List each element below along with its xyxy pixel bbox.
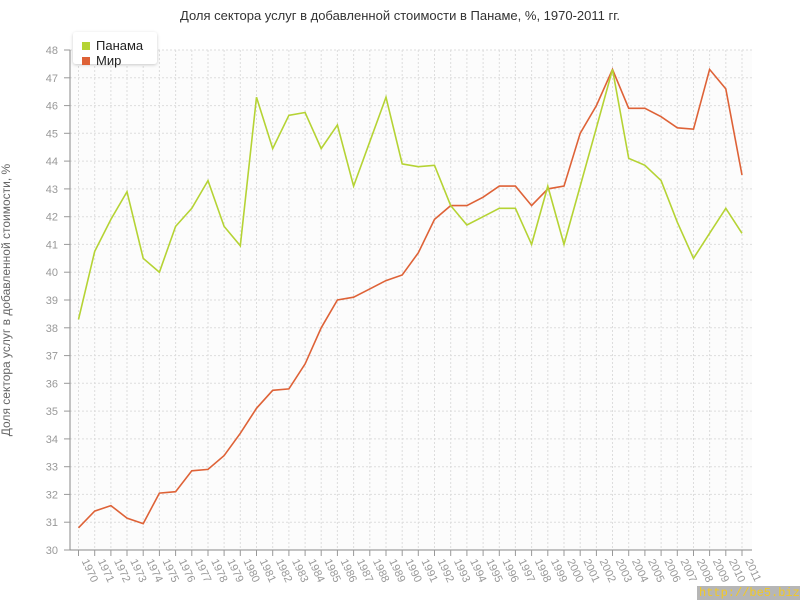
svg-text:46: 46 bbox=[46, 101, 58, 113]
svg-text:47: 47 bbox=[46, 73, 58, 85]
svg-text:45: 45 bbox=[46, 128, 58, 140]
svg-text:48: 48 bbox=[46, 45, 58, 57]
svg-text:32: 32 bbox=[46, 489, 58, 501]
svg-text:38: 38 bbox=[46, 323, 58, 335]
svg-text:30: 30 bbox=[46, 545, 58, 557]
svg-text:37: 37 bbox=[46, 351, 58, 363]
svg-text:43: 43 bbox=[46, 184, 58, 196]
svg-text:39: 39 bbox=[46, 295, 58, 307]
svg-text:33: 33 bbox=[46, 462, 58, 474]
svg-text:42: 42 bbox=[46, 212, 58, 224]
svg-text:44: 44 bbox=[46, 156, 58, 168]
svg-text:41: 41 bbox=[46, 239, 58, 251]
svg-text:40: 40 bbox=[46, 267, 58, 279]
svg-text:35: 35 bbox=[46, 406, 58, 418]
svg-text:34: 34 bbox=[46, 434, 58, 446]
svg-text:36: 36 bbox=[46, 378, 58, 390]
svg-text:31: 31 bbox=[46, 517, 58, 529]
